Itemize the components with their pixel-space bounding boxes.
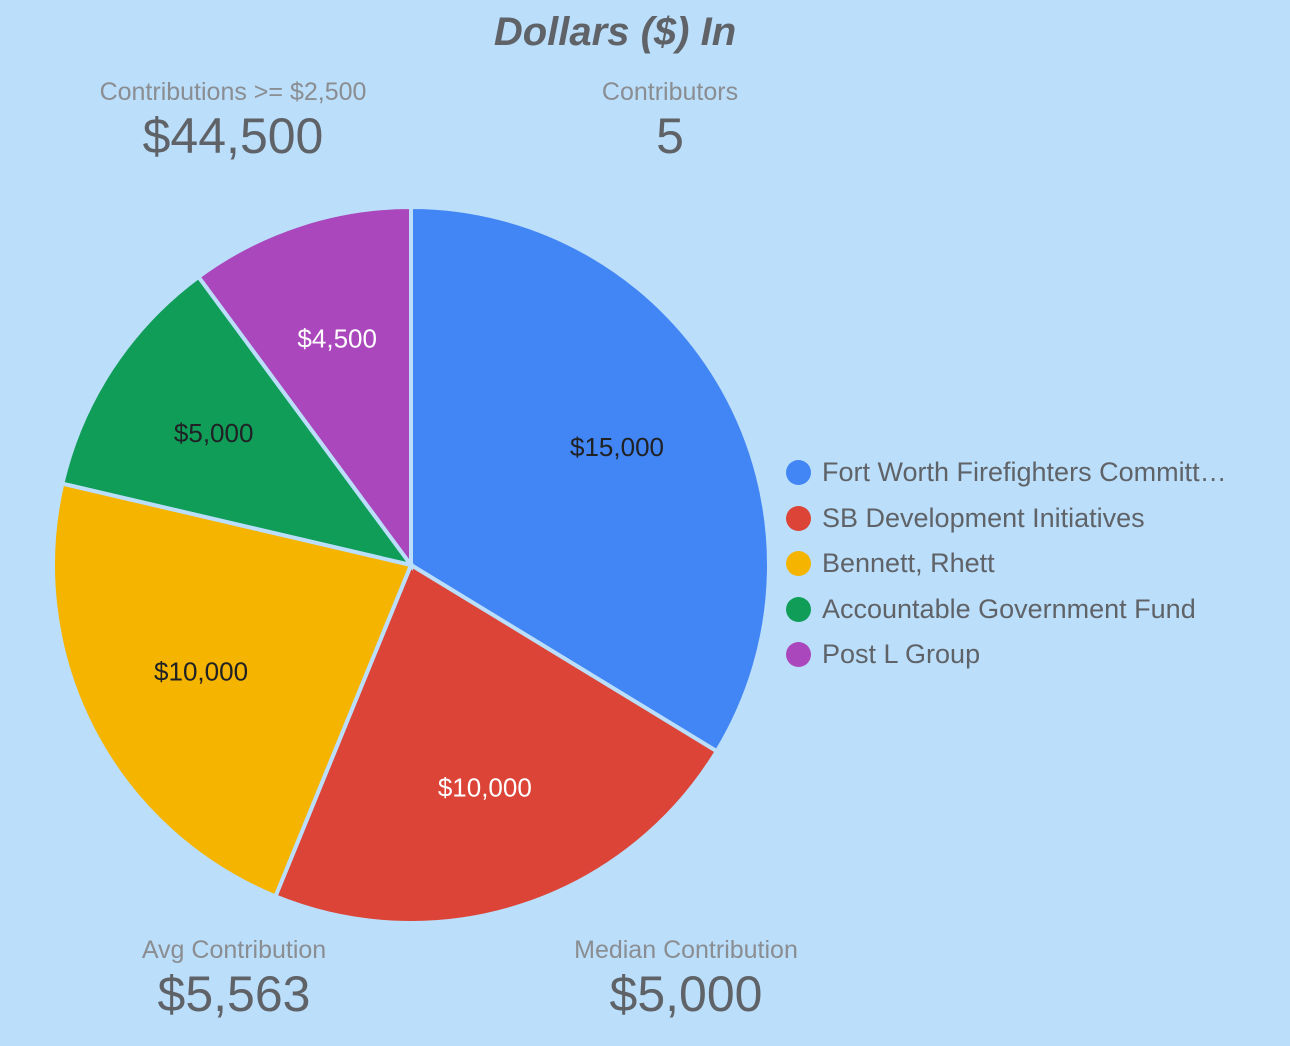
slice-data-label: $5,000	[174, 418, 254, 448]
slice-data-label: $10,000	[154, 656, 248, 686]
legend-swatch-icon	[786, 551, 811, 577]
metric-value: $5,563	[157, 966, 311, 1022]
legend-item[interactable]: SB Development Initiatives	[786, 496, 1227, 542]
metric-value: $5,000	[609, 966, 763, 1022]
legend-item[interactable]: Fort Worth Firefighters Committ…	[786, 450, 1227, 496]
metric-label: Avg Contribution	[141, 936, 327, 964]
legend-item[interactable]: Accountable Government Fund	[786, 587, 1227, 633]
metric-contributors: Contributors 5	[520, 77, 820, 165]
metric-value: $44,500	[142, 108, 324, 164]
slice-data-label: $10,000	[438, 772, 532, 802]
metric-label: Median Contribution	[574, 936, 798, 964]
pie-slice[interactable]	[59, 274, 416, 569]
slice-data-label: $15,000	[570, 432, 664, 462]
metric-label: Contributors	[601, 78, 739, 106]
metric-value: 5	[656, 108, 684, 164]
metric-avg-contribution: Avg Contribution $5,563	[84, 935, 384, 1023]
legend-label: Post L Group	[822, 639, 981, 670]
metric-large-contributions: Contributions >= $2,500 $44,500	[60, 77, 406, 165]
chart-legend: Fort Worth Firefighters Committ… SB Devel…	[786, 450, 1227, 678]
metric-median-contribution: Median Contribution $5,000	[536, 935, 836, 1023]
legend-item[interactable]: Post L Group	[786, 632, 1227, 678]
legend-label: Bennett, Rhett	[822, 548, 995, 579]
legend-label: SB Development Initiatives	[822, 502, 1145, 533]
legend-item[interactable]: Bennett, Rhett	[786, 541, 1227, 587]
legend-swatch-icon	[786, 460, 811, 486]
legend-label: Fort Worth Firefighters Committ…	[822, 457, 1227, 488]
pie-slice[interactable]	[409, 204, 771, 754]
legend-swatch-icon	[786, 505, 811, 531]
pie-slice[interactable]	[272, 562, 720, 925]
legend-swatch-icon	[786, 596, 811, 622]
chart-title: Dollars ($) In	[493, 10, 737, 54]
legend-label: Accountable Government Fund	[822, 593, 1196, 624]
legend-swatch-icon	[786, 642, 811, 668]
metric-label: Contributions >= $2,500	[99, 78, 367, 106]
pie-slice[interactable]	[195, 204, 413, 572]
pie-slice[interactable]	[51, 481, 414, 899]
slice-data-label: $4,500	[297, 323, 377, 353]
